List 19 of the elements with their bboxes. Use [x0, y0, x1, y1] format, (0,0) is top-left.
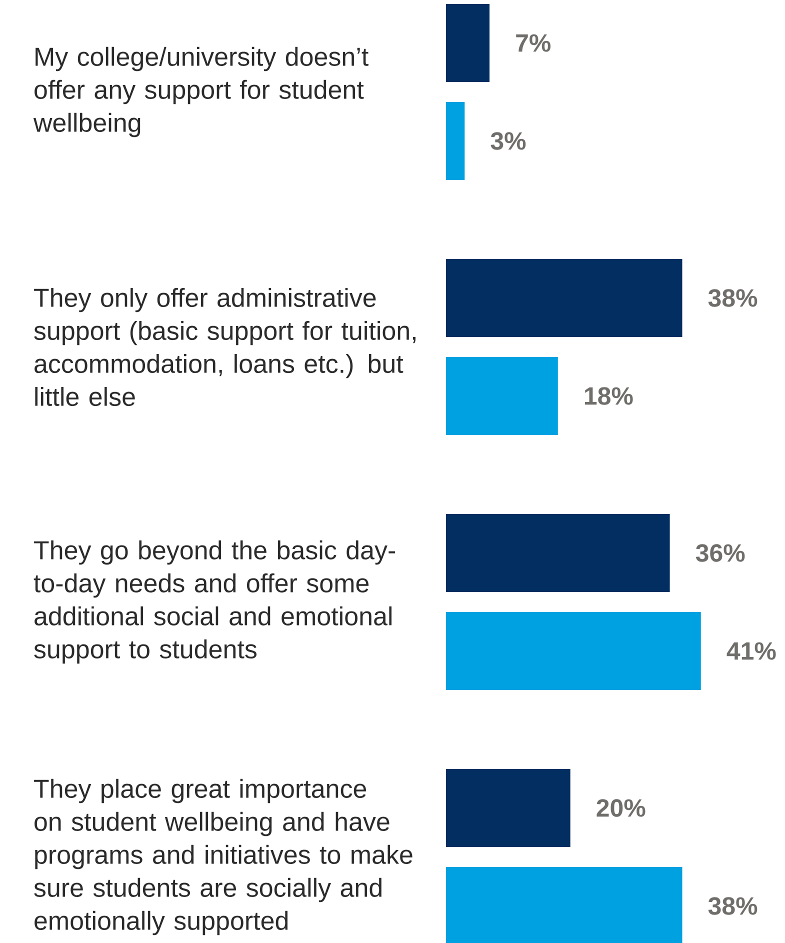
y-tick-label: They go beyond the basic day-to-day needs and offer some additional social and emotional support to students [34, 540, 396, 664]
data-label: 41% [726, 642, 776, 660]
data-label: 38% [708, 897, 758, 915]
data-label: 36% [696, 544, 745, 562]
bar [446, 514, 670, 592]
bar [446, 612, 701, 690]
y-tick-label: They place great importance on student wellbeing and have programs and initiatives to make sure students are socially and emotionally supported [34, 778, 412, 936]
data-label: 3% [490, 132, 526, 150]
data-label: 7% [516, 34, 551, 52]
y-tick-label: They only offer administrative support (basic support for tuition, accommodation, loans etc.) but little else [34, 288, 416, 406]
bar [446, 102, 465, 180]
bar [446, 258, 682, 337]
y-tick-label: My college/university doesn’t offer any support for student wellbeing [33, 46, 368, 138]
data-label: 18% [585, 387, 633, 405]
bar [446, 768, 570, 847]
bar [446, 4, 490, 82]
data-label: 38% [708, 289, 758, 307]
bar [446, 356, 558, 435]
data-label: 20% [596, 799, 646, 817]
